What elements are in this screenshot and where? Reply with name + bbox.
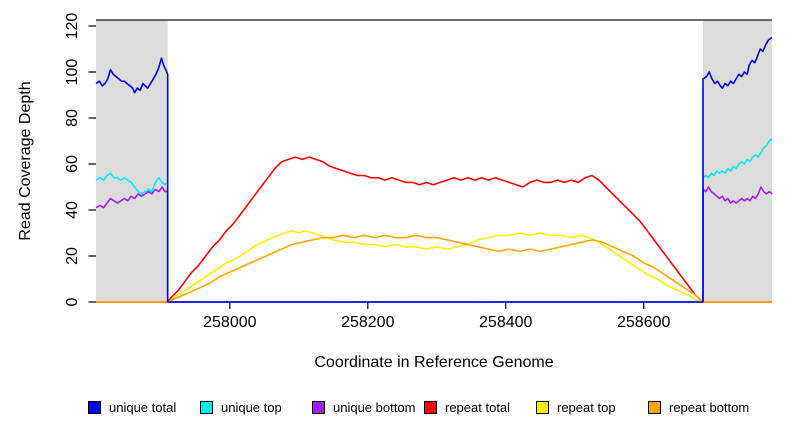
legend-label: unique top <box>221 399 282 415</box>
y-axis-title: Read Coverage Depth <box>17 81 34 240</box>
legend-swatch-unique-bottom <box>312 400 325 414</box>
legend-label: repeat bottom <box>669 399 750 415</box>
legend-item-repeat-top: repeat top <box>536 400 648 415</box>
series-line-repeat-bottom <box>96 234 772 303</box>
x-tick-label: 258400 <box>479 314 532 331</box>
legend-label: unique total <box>109 399 177 415</box>
x-tick-label: 258600 <box>617 314 670 331</box>
legend-swatch-unique-total <box>88 400 101 414</box>
data-series <box>95 36 773 303</box>
legend-item-repeat-total: repeat total <box>424 400 536 415</box>
y-tick-label: 120 <box>64 13 81 40</box>
series-line-repeat-top <box>96 229 772 303</box>
legend-swatch-repeat-top <box>536 400 549 414</box>
y-axis: 0 20 40 60 80 100 120 <box>64 13 96 306</box>
legend-label: repeat total <box>445 399 511 415</box>
series-line-unique-bottom <box>95 186 773 303</box>
legend-swatch-unique-top <box>200 400 213 414</box>
series-line-unique-total <box>95 36 773 303</box>
legend: unique total unique top unique bottom repea… <box>88 396 760 418</box>
legend-label: repeat top <box>557 399 616 415</box>
legend-item-repeat-bottom: repeat bottom <box>648 400 760 415</box>
y-tick-label: 60 <box>64 155 81 173</box>
x-tick-label: 258000 <box>203 314 256 331</box>
shaded-region <box>96 20 168 302</box>
y-tick-label: 100 <box>64 59 81 86</box>
legend-swatch-repeat-total <box>424 400 437 414</box>
x-tick-label: 258200 <box>341 314 394 331</box>
x-axis: 258000 258200 258400 258600 <box>203 302 670 331</box>
x-axis-title: Coordinate in Reference Genome <box>314 354 553 371</box>
legend-item-unique-bottom: unique bottom <box>312 400 424 415</box>
y-tick-label: 40 <box>64 201 81 219</box>
shaded-region <box>703 20 772 302</box>
shaded-regions <box>96 20 772 302</box>
legend-swatch-repeat-bottom <box>648 400 661 414</box>
y-tick-label: 80 <box>64 109 81 127</box>
y-tick-label: 0 <box>64 297 81 306</box>
legend-label: unique bottom <box>333 399 416 415</box>
y-tick-label: 20 <box>64 247 81 265</box>
series-line-repeat-total <box>96 156 772 303</box>
legend-item-unique-top: unique top <box>200 400 312 415</box>
legend-item-unique-total: unique total <box>88 400 200 415</box>
series-line-unique-top <box>95 138 773 303</box>
